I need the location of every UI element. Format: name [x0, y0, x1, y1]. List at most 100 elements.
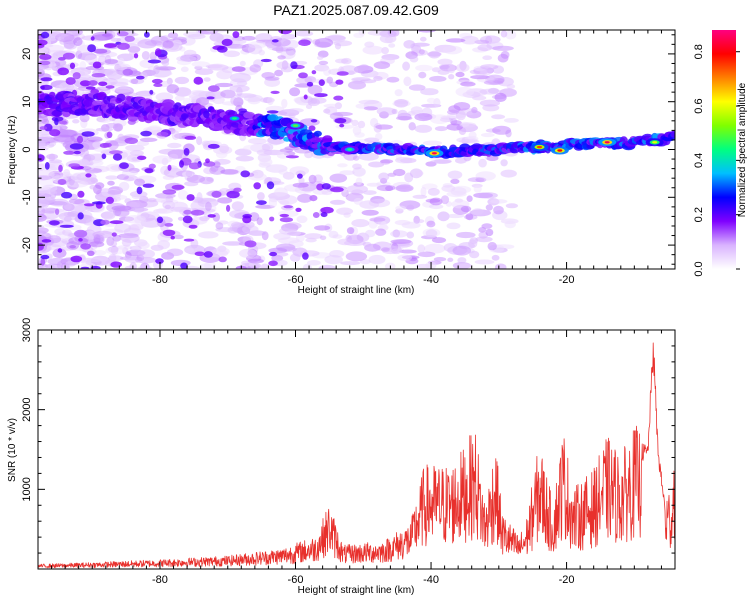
- noise-blob: [128, 223, 144, 231]
- noise-blob: [256, 217, 263, 226]
- noise-blob: [450, 187, 467, 196]
- noise-blob: [279, 217, 293, 223]
- noise-blob: [446, 222, 461, 230]
- noise-blob: [239, 248, 257, 258]
- noise-blob: [368, 161, 385, 168]
- noise-blob: [394, 99, 409, 108]
- noise-blob: [380, 221, 388, 230]
- noise-blob: [209, 63, 226, 70]
- noise-blob: [467, 177, 485, 183]
- noise-blob: [485, 204, 493, 211]
- noise-blob: [121, 238, 132, 247]
- noise-blob: [289, 253, 301, 262]
- noise-blob: [485, 228, 494, 237]
- noise-blob: [408, 122, 416, 131]
- noise-blob: [266, 110, 279, 114]
- noise-blob: [271, 39, 279, 43]
- noise-blob: [144, 31, 150, 38]
- noise-blob: [49, 220, 60, 226]
- noise-blob: [437, 58, 453, 66]
- noise-blob: [361, 209, 379, 216]
- noise-blob: [351, 119, 359, 127]
- noise-blob: [188, 162, 201, 170]
- noise-blob: [397, 254, 413, 261]
- noise-blob: [270, 90, 280, 94]
- noise-blob: [363, 106, 378, 111]
- noise-blob: [288, 108, 304, 113]
- noise-blob: [38, 242, 44, 251]
- noise-blob: [266, 181, 275, 190]
- noise-blob: [323, 67, 331, 76]
- spectrogram-xlabel: Height of straight line (km): [298, 285, 415, 296]
- noise-blob: [92, 61, 102, 69]
- noise-blob: [92, 230, 114, 239]
- noise-blob: [294, 30, 314, 37]
- noise-blob: [417, 244, 426, 253]
- noise-blob: [77, 212, 84, 220]
- noise-blob: [334, 42, 342, 50]
- noise-blob: [311, 70, 317, 75]
- noise-blob: [181, 170, 196, 177]
- noise-blob: [297, 193, 313, 203]
- y-tick-label: 10: [21, 96, 33, 108]
- noise-blob: [388, 43, 396, 48]
- noise-blob: [500, 30, 508, 38]
- noise-blob: [455, 86, 475, 97]
- noise-blob: [289, 87, 301, 97]
- noise-blob: [207, 143, 220, 149]
- noise-blob: [470, 75, 490, 80]
- noise-blob: [333, 95, 344, 101]
- noise-blob: [314, 38, 334, 48]
- noise-blob: [87, 250, 95, 256]
- noise-blob: [83, 203, 95, 207]
- noise-blob: [373, 76, 383, 81]
- noise-blob: [264, 76, 280, 81]
- noise-blob: [38, 175, 53, 181]
- noise-blob: [180, 66, 189, 73]
- noise-blob: [49, 129, 61, 137]
- noise-blob: [210, 165, 219, 172]
- noise-blob: [266, 96, 274, 106]
- noise-blob: [312, 212, 320, 218]
- noise-blob: [147, 197, 157, 203]
- noise-blob: [478, 231, 489, 239]
- noise-blob: [316, 55, 324, 60]
- noise-blob: [448, 74, 455, 80]
- noise-blob: [92, 141, 103, 149]
- noise-blob: [117, 42, 130, 50]
- noise-blob: [101, 153, 107, 160]
- noise-blob: [76, 135, 84, 144]
- noise-blob: [490, 199, 508, 204]
- noise-blob: [81, 131, 95, 137]
- noise-blob: [394, 219, 411, 226]
- noise-blob: [135, 256, 157, 264]
- noise-blob: [176, 55, 197, 62]
- x-tick-label: -40: [423, 274, 439, 286]
- noise-blob: [365, 229, 376, 238]
- noise-blob: [323, 103, 342, 108]
- noise-blob: [68, 198, 85, 204]
- noise-blob: [296, 215, 308, 224]
- noise-blob: [79, 113, 90, 123]
- noise-blob: [40, 31, 50, 39]
- noise-blob: [430, 114, 450, 124]
- noise-blob: [196, 136, 203, 146]
- noise-blob: [156, 216, 164, 224]
- colorbar-ticks: 0.0 0.2 0.4 0.6 0.8: [693, 44, 740, 277]
- noise-blob: [68, 163, 81, 168]
- noise-blob: [395, 205, 407, 211]
- noise-blob: [318, 79, 325, 86]
- noise-blob: [116, 31, 129, 37]
- noise-blob: [151, 78, 163, 84]
- noise-blob: [157, 239, 170, 250]
- noise-blob: [158, 71, 173, 76]
- noise-blob: [137, 249, 155, 259]
- noise-blob: [198, 231, 219, 239]
- noise-blob: [505, 203, 518, 209]
- noise-blob: [87, 44, 96, 53]
- noise-blob: [45, 142, 55, 148]
- spectrogram-panel: -80 -60 -40 -20 -20 -10 0 10 20 Height of straig…: [7, 29, 676, 296]
- noise-blob: [180, 262, 188, 269]
- noise-blob: [190, 209, 205, 216]
- noise-blob: [473, 185, 482, 193]
